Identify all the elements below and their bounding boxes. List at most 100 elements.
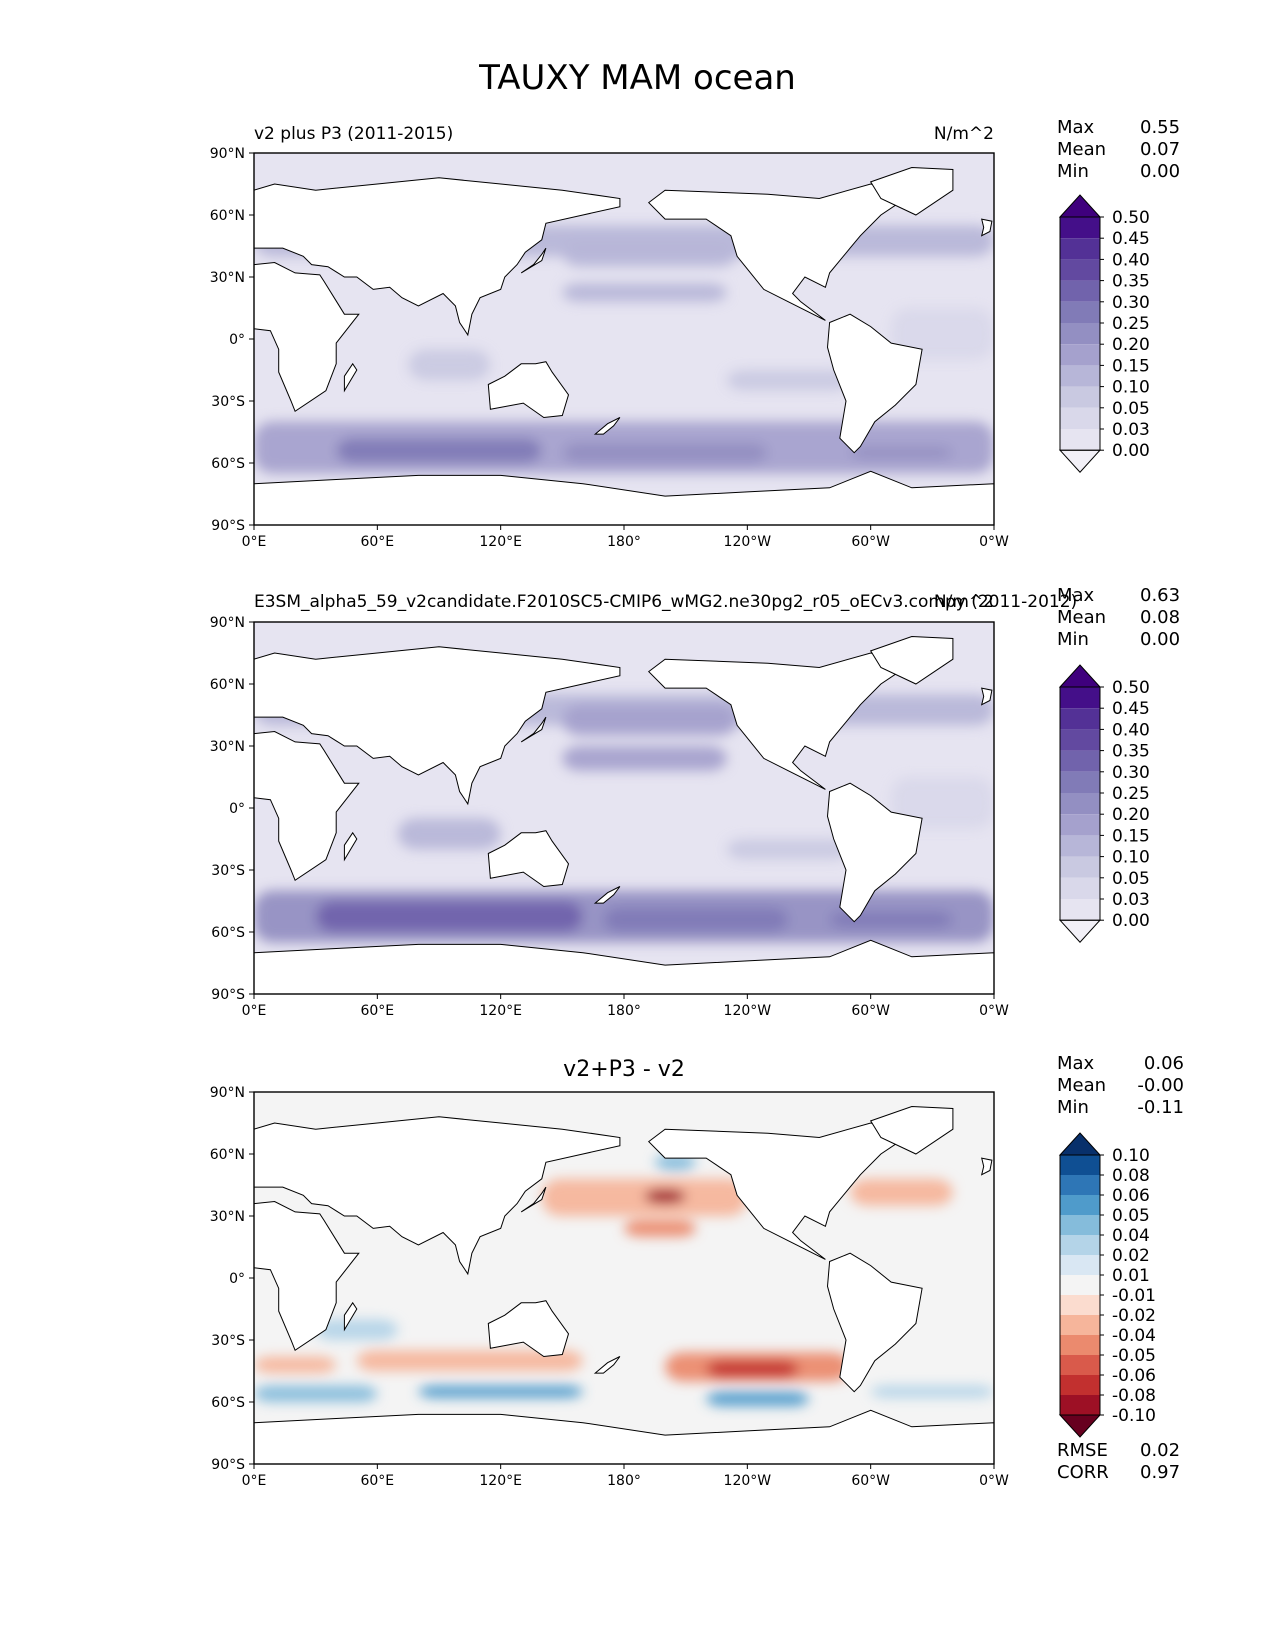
field-patch-3-2 [644, 1189, 686, 1204]
field-patch-3-3 [624, 1220, 696, 1237]
colorbar-label: 0.10 [1112, 378, 1150, 398]
panel-1-mean-value: 0.07 [1140, 139, 1181, 160]
colorbar-swatch [1060, 217, 1100, 239]
colorbar-label: 0.20 [1112, 335, 1150, 355]
lat-label: 90°N [210, 615, 245, 631]
colorbar-swatch [1060, 1315, 1100, 1335]
colorbar-swatch [1060, 1175, 1100, 1195]
colorbar-label: -0.04 [1112, 1326, 1156, 1346]
land-samerica [826, 1252, 923, 1393]
panel-2-min-label: Min [1057, 629, 1089, 650]
land-australia [487, 1300, 570, 1358]
colorbar-label: 0.20 [1112, 805, 1150, 825]
panel-3-title: v2+P3 - v2 [563, 1057, 685, 1082]
lon-label: 60°W [851, 1003, 890, 1019]
colorbar-label: 0.40 [1112, 250, 1150, 270]
lon-label: 0°E [242, 1473, 267, 1489]
colorbar-label: 0.05 [1112, 1206, 1150, 1226]
colorbar-label: -0.08 [1112, 1386, 1156, 1406]
panel-2-max-value: 0.63 [1140, 585, 1181, 606]
colorbar-label: 0.05 [1112, 399, 1150, 419]
field-patch-1-5 [726, 370, 851, 391]
lat-label: 0° [229, 332, 245, 348]
colorbar-label: 0.01 [1112, 1266, 1150, 1286]
colorbar-1: 0.500.450.400.350.300.250.200.150.100.05… [1058, 194, 1150, 473]
field-patch-3-12 [870, 1385, 994, 1398]
panel-2-units: N/m^2 [933, 592, 994, 612]
panel-1-stats-values: 0.55 0.07 0.00 [1140, 117, 1180, 183]
field-patch-2-10 [891, 777, 994, 829]
land-madagascar [343, 831, 358, 862]
colorbar-swatch [1060, 1295, 1100, 1315]
map-panel-1: 90°N 60°N 30°N 0° 30°S 60°S 90°S0°E 60°E 120°E 18… [210, 146, 1009, 550]
colorbar-swatch [1060, 1275, 1100, 1295]
colorbar-swatch [1060, 1235, 1100, 1255]
field-patch-3-4 [850, 1178, 953, 1206]
colorbar-label: 0.00 [1112, 441, 1150, 461]
lat-label: 30°N [210, 1209, 245, 1225]
colorbar-label: 0.05 [1112, 869, 1150, 889]
lon-label: 120°W [724, 1003, 772, 1019]
panel-1-min-label: Min [1057, 161, 1089, 182]
colorbar-label: -0.02 [1112, 1306, 1156, 1326]
field-patch-3-13 [315, 1319, 398, 1340]
colorbar-extend-min [1058, 919, 1102, 943]
panel-2-stats-values: 0.63 0.08 0.00 [1140, 585, 1180, 651]
lat-label: 30°S [211, 394, 245, 410]
colorbar-swatch [1060, 323, 1100, 345]
colorbar-label: 0.10 [1112, 1146, 1150, 1166]
panel-3-rmse-label: RMSE [1057, 1440, 1108, 1461]
panel-3-stats-labels: Max Mean Min [1057, 1053, 1106, 1119]
colorbar-label: 0.50 [1112, 208, 1150, 228]
lon-label: 0°W [979, 1473, 1009, 1489]
colorbar-label: -0.01 [1112, 1286, 1156, 1306]
colorbar-label: 0.40 [1112, 720, 1150, 740]
lat-label: 0° [229, 801, 245, 817]
field-patch-3-10 [418, 1385, 583, 1398]
panel-2-title-left: E3SM_alpha5_59_v2candidate.F2010SC5-CMIP… [254, 592, 1078, 612]
lon-label: 60°W [851, 534, 890, 550]
land-madagascar [343, 362, 358, 393]
colorbar-extend-max [1058, 194, 1102, 218]
field-patch-2-7 [315, 901, 583, 932]
field-patch-3-7 [706, 1360, 799, 1378]
lat-label: 90°S [211, 987, 245, 1003]
colorbar-label: 0.25 [1112, 784, 1150, 804]
lon-label: 60°E [360, 1003, 394, 1019]
land-madagascar [343, 1301, 358, 1332]
lat-label: 90°N [210, 1085, 245, 1101]
lon-label: 120°W [724, 534, 772, 550]
colorbar-label: 0.03 [1112, 890, 1150, 910]
field-patch-3-5 [356, 1350, 583, 1371]
colorbar-label: 0.30 [1112, 763, 1150, 783]
colorbar-label: 0.35 [1112, 742, 1150, 762]
land-africa [254, 261, 360, 413]
land-uk [980, 218, 993, 237]
colorbar-swatch [1060, 301, 1100, 323]
colorbar-label: 0.10 [1112, 848, 1150, 868]
land-namerica [647, 1122, 914, 1260]
land-australia [487, 830, 570, 888]
colorbar-swatch [1060, 687, 1100, 709]
land-namerica [647, 183, 914, 321]
land-namerica [647, 652, 914, 790]
colorbar-label: 0.35 [1112, 272, 1150, 292]
field-patch-3-8 [254, 1356, 337, 1374]
field-patch-1-4 [408, 349, 491, 381]
colorbar-label: 0.30 [1112, 293, 1150, 313]
colorbar-swatch [1060, 365, 1100, 387]
colorbar-swatch [1060, 238, 1100, 260]
land-samerica [826, 313, 923, 454]
lon-label: 120°E [479, 1473, 522, 1489]
colorbar-swatch [1060, 899, 1100, 921]
land-antarctica [254, 1409, 994, 1464]
land-japan [520, 1186, 547, 1213]
colorbar-label: 0.15 [1112, 356, 1150, 376]
lat-label: 30°N [210, 739, 245, 755]
colorbar-swatch [1060, 1215, 1100, 1235]
colorbar-swatch [1060, 1255, 1100, 1275]
lon-label: 180° [607, 1003, 641, 1019]
colorbar-3: 0.100.080.060.050.040.020.01-0.01-0.02-0… [1058, 1132, 1156, 1438]
field-patch-1-9 [850, 446, 953, 459]
